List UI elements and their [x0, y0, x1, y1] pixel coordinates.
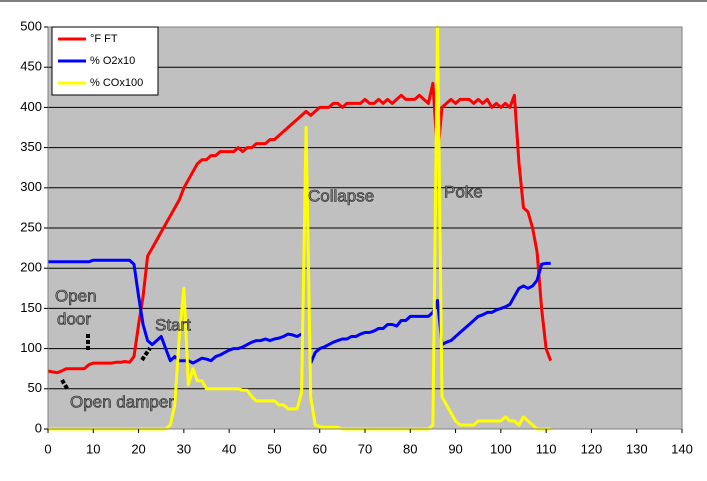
- annotation: Open: [55, 286, 97, 305]
- x-tick-label: 70: [358, 441, 372, 456]
- x-tick-label: 0: [44, 441, 51, 456]
- legend-label: % COx100: [90, 77, 143, 89]
- x-tick-label: 30: [177, 441, 191, 456]
- series-line: [47, 81, 553, 375]
- legend-label: °F FT: [90, 33, 118, 45]
- legend-label: % O2x10: [90, 55, 135, 67]
- y-tick-label: 250: [20, 219, 42, 234]
- x-tick-label: 140: [671, 441, 693, 456]
- x-tick-label: 110: [536, 441, 557, 456]
- y-tick-label: 350: [20, 139, 42, 154]
- y-tick-label: 300: [20, 179, 42, 194]
- y-tick-label: 50: [28, 380, 42, 395]
- y-tick-label: 400: [20, 99, 42, 114]
- x-tick-label: 50: [267, 441, 281, 456]
- x-tick-label: 120: [581, 441, 603, 456]
- annotation: door: [57, 309, 91, 328]
- x-tick-label: 90: [448, 441, 462, 456]
- y-tick-label: 100: [20, 340, 42, 355]
- arrow-mark: [60, 378, 70, 392]
- y-tick-label: 150: [20, 300, 42, 315]
- x-tick-label: 60: [312, 441, 326, 456]
- x-tick-label: 100: [490, 441, 512, 456]
- y-tick-label: 0: [35, 420, 42, 435]
- annotation: Start: [155, 315, 191, 334]
- y-tick-label: 450: [20, 59, 42, 74]
- annotation: Collapse: [308, 186, 374, 205]
- series-line: [48, 258, 551, 365]
- x-tick-label: 80: [403, 441, 417, 456]
- y-tick-label: 200: [20, 260, 42, 275]
- x-tick-label: 10: [86, 441, 100, 456]
- x-tick-label: 20: [131, 441, 145, 456]
- x-tick-label: 130: [626, 441, 648, 456]
- y-tick-label: 500: [20, 18, 42, 33]
- annotation: Poke: [444, 182, 483, 201]
- annotation: Open damper: [70, 392, 174, 411]
- arrow-mark: [140, 346, 152, 362]
- x-tick-label: 40: [222, 441, 236, 456]
